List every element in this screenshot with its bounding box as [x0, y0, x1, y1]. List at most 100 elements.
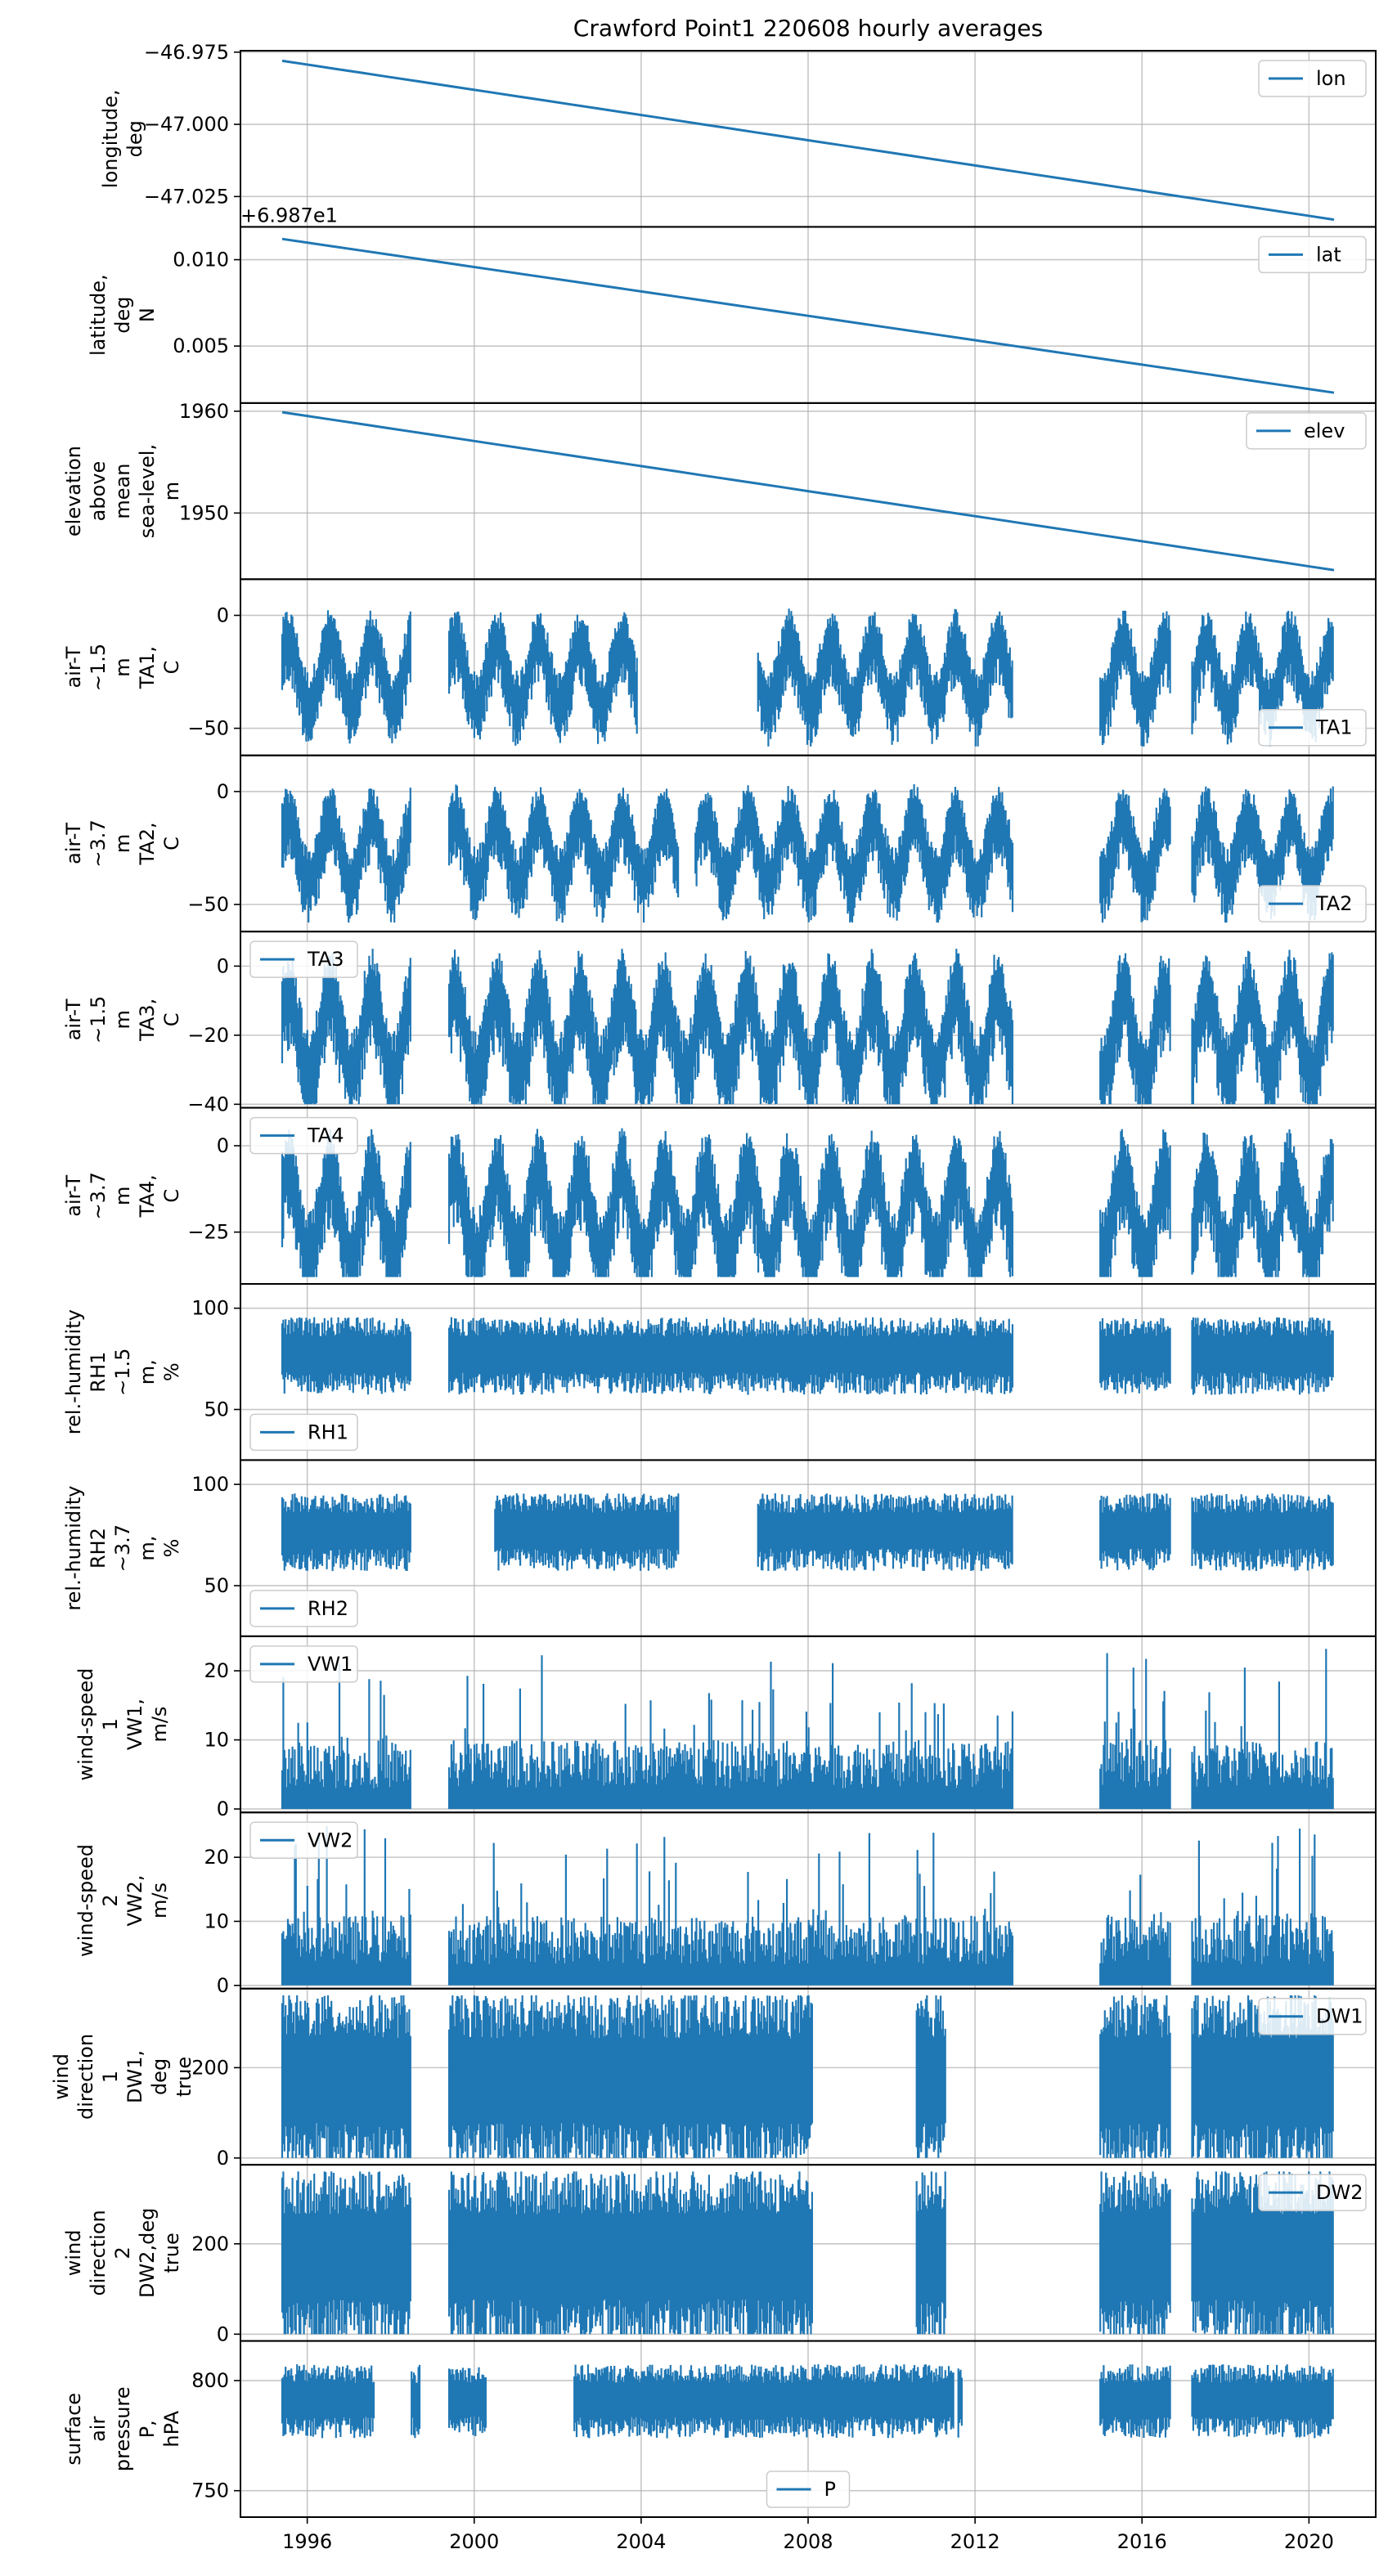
series-segment-p	[281, 2364, 375, 2439]
legend-label: DW1	[1316, 2005, 1363, 2028]
legend-box	[1258, 60, 1367, 97]
series-ta3	[281, 949, 1334, 1105]
series-dw2	[281, 2171, 1334, 2335]
series-segment-rh1	[281, 1317, 411, 1395]
legend-label: elev	[1304, 420, 1345, 442]
panel-vw2: 0 10 20	[204, 1811, 1377, 1997]
series-segment-dw2	[1099, 2171, 1171, 2335]
legend-box	[249, 1590, 358, 1627]
legend-rh1: RH1	[249, 1413, 358, 1452]
y-axis-label: rel.-humidityRH2~3.7m,%	[62, 1486, 183, 1611]
series-segment-ta4	[448, 1128, 1013, 1277]
y-tick-label: 200	[191, 2056, 229, 2079]
legend-box	[249, 1821, 358, 1860]
chart-title: Crawford Point1 220608 hourly averages	[573, 15, 1043, 42]
y-tick-label: 0	[217, 604, 229, 626]
series-segment-ta2	[1191, 786, 1334, 923]
series-lat	[281, 237, 1335, 394]
y-axis-label: surfaceairpressureP,hPA	[62, 2386, 183, 2471]
series-segment-ta3	[448, 949, 1013, 1105]
legend-ta4: TA4	[249, 1116, 358, 1155]
y-tick-label: −25	[187, 1221, 229, 1244]
y-axis-label-line: air	[87, 2417, 110, 2442]
y-axis-label: air-T~1.5mTA3,C	[62, 996, 183, 1043]
series-elev	[281, 411, 1335, 572]
y-tick-label: 0	[217, 1797, 229, 1820]
y-axis-label-line: air-T	[62, 823, 85, 864]
y-axis-label-line: air-T	[62, 1175, 85, 1217]
y-axis-label-line: deg	[148, 2058, 171, 2095]
series-segment-p	[411, 2364, 421, 2439]
legend-label: P	[824, 2478, 836, 2501]
y-axis-label-line: sea-level,	[136, 444, 159, 538]
y-axis-label-line: m,	[136, 1359, 159, 1384]
panel-rh2: 50 100	[191, 1459, 1377, 1637]
y-axis-label-line: above	[87, 461, 110, 522]
legend-vw1: VW1	[249, 1645, 358, 1683]
y-axis-label: air-T~3.7mTA4,C	[62, 1172, 183, 1219]
series-segment-p	[448, 2367, 487, 2436]
y-axis-label-line: 2	[111, 2246, 134, 2259]
series-segment-dw1	[1099, 1995, 1171, 2158]
y-axis-label-line: deg	[111, 297, 134, 334]
legend-label: DW2	[1316, 2181, 1363, 2204]
y-axis-label-line: RH2	[87, 1528, 110, 1568]
series-segment-rh2	[1099, 1493, 1171, 1571]
y-tick-label: 1960	[179, 400, 229, 423]
y-tick-label: −50	[187, 893, 229, 916]
y-axis-label-line: ~3.7	[87, 819, 110, 867]
y-tick-label: 200	[191, 2233, 229, 2255]
legend-label: VW2	[308, 1829, 353, 1851]
series-segment-vw2	[1191, 1829, 1334, 1986]
series-line-lon	[281, 59, 1335, 222]
y-axis-label-line: ~1.5	[87, 644, 110, 691]
x-tick-label: 2008	[783, 2530, 833, 2553]
series-segment-p	[1191, 2364, 1334, 2439]
y-axis-label-line: ~1.5	[87, 996, 110, 1043]
series-segment-ta1	[757, 608, 1013, 747]
series-segment-rh2	[1191, 1493, 1334, 1571]
legend-label: TA3	[307, 948, 344, 971]
series-segment-dw1	[281, 1995, 411, 2158]
y-axis-label-line: rel.-humidity	[62, 1486, 85, 1611]
y-axis-label-line: TA4,	[136, 1174, 159, 1218]
legend-box	[1258, 885, 1367, 922]
series-segment-ta3	[281, 949, 411, 1105]
series-segment-ta1	[1099, 610, 1171, 747]
series-segment-vw2	[1099, 1874, 1171, 1986]
y-axis-label-line: hPA	[160, 2410, 183, 2447]
legend-label: lat	[1316, 243, 1341, 266]
series-segment-rh1	[1099, 1317, 1171, 1394]
y-axis-label-line: m/s	[148, 1707, 171, 1743]
y-axis-label: wind-speed1VW1,m/s	[74, 1668, 171, 1781]
y-tick-label: 0.005	[173, 334, 229, 357]
y-axis-label-line: P,	[136, 2420, 159, 2438]
series-segment-p	[1099, 2364, 1171, 2438]
x-tick-label: 2020	[1284, 2530, 1334, 2553]
y-axis-label-line: m,	[136, 1536, 159, 1561]
y-tick-label: 0.010	[173, 249, 229, 272]
y-tick-label: 50	[204, 1398, 229, 1421]
y-tick-label: 750	[191, 2480, 229, 2502]
y-axis-label-line: direction	[74, 2034, 97, 2120]
panel-vw1: 0 10 20	[204, 1635, 1377, 1820]
series-segment-rh2	[281, 1493, 411, 1572]
legend-label: VW1	[308, 1653, 353, 1676]
y-axis-label-line: elevation	[62, 446, 85, 536]
y-tick-label: −47.000	[144, 113, 229, 136]
y-axis-label: longitude,deg	[99, 89, 146, 188]
series-vw1	[281, 1649, 1334, 1810]
legend-lon: lon	[1258, 60, 1367, 97]
y-axis-label-line: rel.-humidity	[62, 1309, 85, 1434]
y-axis-label-line: true	[173, 2057, 195, 2097]
y-axis-label-line: TA2,	[136, 822, 159, 865]
series-ta2	[281, 784, 1334, 923]
panel-ta2: −50 0	[187, 754, 1377, 933]
series-segment-vw1	[448, 1655, 1013, 1810]
series-segment-vw2	[281, 1826, 411, 1986]
legend-box	[1258, 236, 1367, 274]
y-axis-label-line: C	[160, 661, 183, 675]
y-axis-label-line: surface	[62, 2393, 85, 2466]
series-segment-dw1	[448, 1995, 813, 2158]
series-segment-dw1	[915, 1995, 946, 2158]
